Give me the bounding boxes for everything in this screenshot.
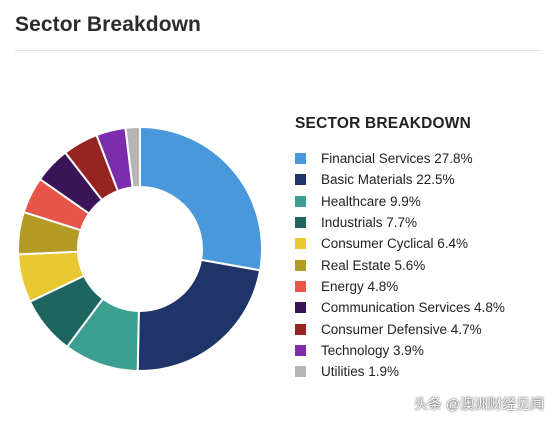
legend-item: Industrials 7.7%: [295, 212, 505, 233]
donut-slice-utilities: [124, 125, 141, 189]
legend-item: Financial Services 27.8%: [295, 148, 505, 169]
legend-label: Utilities 1.9%: [321, 364, 400, 380]
legend-label: Energy 4.8%: [321, 278, 399, 294]
legend-label: Real Estate 5.6%: [321, 257, 426, 273]
legend-swatch: [295, 323, 306, 335]
legend-swatch: [295, 259, 306, 271]
legend-swatch: [295, 217, 306, 229]
watermark: 头条 @澳洲财经见闻: [414, 396, 545, 412]
donut-slice-basic-materials: [136, 258, 262, 372]
legend-swatch: [295, 195, 306, 207]
legend-item: Utilities 1.9%: [295, 361, 505, 382]
legend-label: Consumer Defensive 4.7%: [321, 321, 482, 337]
legend-item: Real Estate 5.6%: [295, 254, 505, 275]
legend-title: SECTOR BREAKDOWN: [295, 115, 472, 132]
legend-label: Technology 3.9%: [321, 342, 424, 358]
legend-swatch: [295, 238, 306, 250]
legend-swatch: [295, 366, 306, 378]
legend-item: Technology 3.9%: [295, 340, 505, 361]
legend-label: Basic Materials 22.5%: [321, 172, 455, 188]
legend-label: Industrials 7.7%: [321, 215, 418, 231]
legend-swatch: [295, 174, 306, 186]
page-title: Sector Breakdown: [15, 13, 201, 36]
legend-swatch: [295, 344, 306, 356]
title-divider: [15, 50, 542, 51]
legend-label: Communication Services 4.8%: [321, 300, 505, 316]
legend-item: Communication Services 4.8%: [295, 297, 505, 318]
legend-swatch: [295, 302, 306, 314]
legend-label: Healthcare 9.9%: [321, 193, 421, 209]
legend-item: Consumer Defensive 4.7%: [295, 318, 505, 339]
legend-label: Consumer Cyclical 6.4%: [321, 236, 469, 252]
legend-swatch: [295, 153, 306, 165]
legend-item: Basic Materials 22.5%: [295, 169, 505, 190]
legend-label: Financial Services 27.8%: [321, 151, 473, 167]
legend-swatch: [295, 280, 306, 292]
chart-legend: Financial Services 27.8% Basic Materials …: [295, 148, 505, 382]
donut-slice-financial-services: [139, 125, 263, 272]
legend-item: Consumer Cyclical 6.4%: [295, 233, 505, 254]
legend-item: Healthcare 9.9%: [295, 191, 505, 212]
legend-item: Energy 4.8%: [295, 276, 505, 297]
